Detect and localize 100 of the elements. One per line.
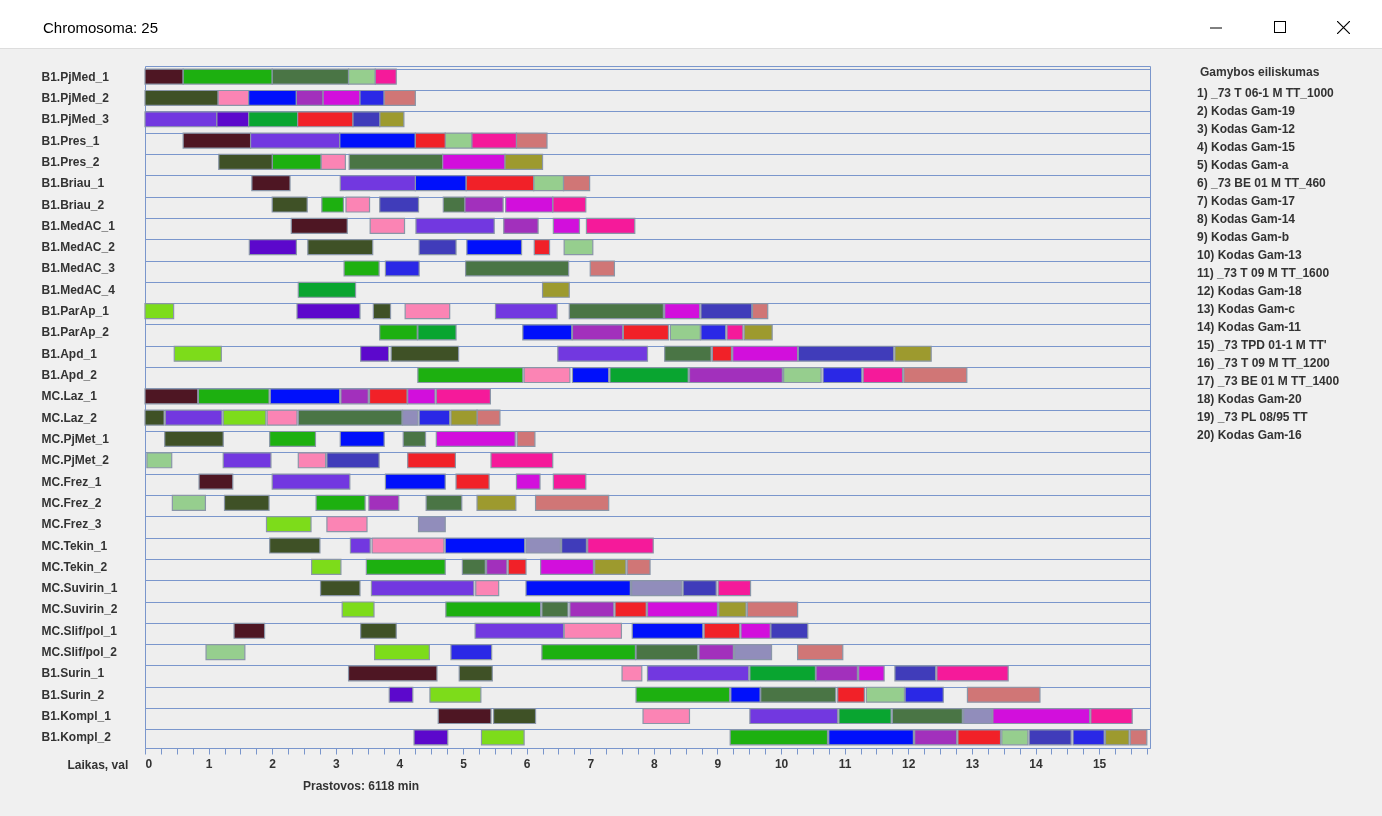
text: 16) _73 T 09 M TT_1200 bbox=[1197, 356, 1330, 370]
y-tick-label: B1.Surin_2 bbox=[41, 687, 105, 702]
y-tick-label: B1.Kompl_1 bbox=[41, 709, 112, 724]
bar bbox=[464, 260, 570, 277]
y-tick-label: MC.Laz_2 bbox=[41, 410, 98, 425]
x-tick-label: 12 bbox=[902, 756, 916, 771]
bar bbox=[222, 452, 272, 469]
text: 7) Kodas Gam-17 bbox=[1197, 194, 1296, 208]
bar bbox=[413, 729, 449, 746]
x-tick-label: 2 bbox=[269, 756, 277, 771]
bar bbox=[476, 494, 517, 511]
text: 10) Kodas Gam-13 bbox=[1197, 248, 1302, 262]
bar bbox=[642, 707, 691, 725]
text: 17) _73 BE 01 M TT_1400 bbox=[1197, 374, 1340, 388]
bar bbox=[552, 473, 587, 490]
y-tick-label: B1.Apd_2 bbox=[41, 368, 98, 383]
text: 5) Kodas Gam-a bbox=[1197, 158, 1289, 172]
bar bbox=[347, 665, 438, 682]
bar bbox=[374, 644, 430, 661]
y-tick-label: B1.Surin_1 bbox=[41, 666, 105, 681]
text: 4) Kodas Gam-15 bbox=[1197, 140, 1296, 154]
bar bbox=[494, 303, 558, 320]
bar bbox=[173, 345, 222, 362]
bar bbox=[341, 601, 375, 618]
bar bbox=[171, 494, 207, 511]
x-tick-label: 4 bbox=[396, 756, 404, 771]
text: 14) Kodas Gam-11 bbox=[1197, 320, 1302, 334]
x-tick-label: 6 bbox=[523, 756, 531, 771]
y-tick-label: B1.Pres_1 bbox=[41, 133, 100, 148]
text: 2) Kodas Gam-19 bbox=[1197, 104, 1296, 118]
bar bbox=[265, 516, 312, 533]
y-tick-label: B1.ParAp_1 bbox=[41, 304, 110, 319]
bar bbox=[429, 686, 482, 703]
bar bbox=[384, 260, 420, 277]
bar bbox=[455, 473, 490, 490]
text: 20) Kodas Gam-16 bbox=[1197, 428, 1302, 442]
bar bbox=[552, 217, 581, 234]
x-tick-label: 9 bbox=[714, 756, 722, 771]
y-tick-label: B1.PjMed_1 bbox=[41, 69, 110, 84]
bar bbox=[146, 452, 173, 469]
bar bbox=[450, 644, 493, 661]
bar bbox=[490, 452, 554, 469]
bar bbox=[458, 665, 493, 682]
text: 8) Kodas Gam-14 bbox=[1197, 212, 1296, 226]
bar bbox=[326, 516, 368, 533]
bar bbox=[515, 473, 541, 490]
text: 9) Kodas Gam-b bbox=[1197, 230, 1290, 244]
y-tick-label: MC.PjMet_1 bbox=[41, 431, 110, 446]
bar bbox=[533, 239, 551, 256]
bar bbox=[248, 239, 297, 256]
bar bbox=[271, 473, 351, 490]
y-tick-label: MC.Frez_3 bbox=[41, 517, 102, 532]
bar bbox=[415, 217, 495, 234]
bar bbox=[223, 494, 270, 511]
bar bbox=[164, 430, 224, 448]
y-tick-label: B1.MedAC_3 bbox=[41, 261, 116, 276]
bar bbox=[390, 345, 460, 362]
y-tick-label: MC.Laz_1 bbox=[41, 389, 98, 404]
x-tick-label: 3 bbox=[332, 756, 340, 771]
bar bbox=[534, 494, 610, 511]
x-tick-label: 14 bbox=[1029, 756, 1043, 771]
text: 1) _73 T 06-1 M TT_1000 bbox=[1197, 86, 1334, 100]
text: 11) _73 T 09 M TT_1600 bbox=[1197, 266, 1330, 280]
bar bbox=[296, 303, 361, 320]
bar bbox=[466, 239, 523, 256]
bar bbox=[372, 303, 392, 320]
bar bbox=[563, 239, 594, 256]
text: 13) Kodas Gam-c bbox=[1197, 302, 1296, 316]
x-tick-label: 8 bbox=[651, 756, 659, 771]
bar bbox=[319, 580, 361, 597]
y-tick-label: MC.Suvirin_2 bbox=[41, 602, 118, 617]
y-tick-label: B1.MedAC_4 bbox=[41, 282, 116, 297]
x-tick-label: 0 bbox=[145, 756, 153, 771]
y-tick-label: MC.Suvirin_1 bbox=[41, 581, 118, 596]
bar bbox=[407, 452, 457, 469]
bar bbox=[368, 494, 400, 511]
bar bbox=[315, 494, 366, 511]
y-tick-label: B1.PjMed_3 bbox=[41, 112, 110, 127]
y-tick-label: B1.Apd_1 bbox=[41, 346, 98, 361]
bar bbox=[966, 686, 1041, 703]
y-tick-label: B1.Briau_2 bbox=[41, 197, 105, 212]
bar bbox=[360, 622, 397, 639]
x-axis-title: Laikas, val bbox=[67, 757, 129, 772]
bar bbox=[198, 473, 234, 490]
bar bbox=[589, 260, 616, 277]
y-tick-label: B1.ParAp_2 bbox=[41, 325, 110, 340]
text: Prastovos: 6118 min bbox=[303, 779, 420, 793]
bar bbox=[503, 217, 539, 234]
bar bbox=[384, 473, 446, 490]
bar bbox=[365, 558, 446, 575]
y-tick-label: B1.Briau_1 bbox=[41, 176, 105, 191]
y-tick-label: MC.Slif/pol_2 bbox=[41, 645, 118, 660]
y-tick-label: B1.MedAC_1 bbox=[41, 218, 116, 233]
bar bbox=[379, 196, 420, 213]
bar bbox=[404, 303, 451, 320]
y-tick-label: B1.Kompl_2 bbox=[41, 730, 112, 745]
bar bbox=[290, 217, 348, 234]
bar bbox=[311, 558, 342, 575]
bar bbox=[797, 644, 844, 661]
y-tick-label: B1.PjMed_2 bbox=[41, 90, 110, 105]
